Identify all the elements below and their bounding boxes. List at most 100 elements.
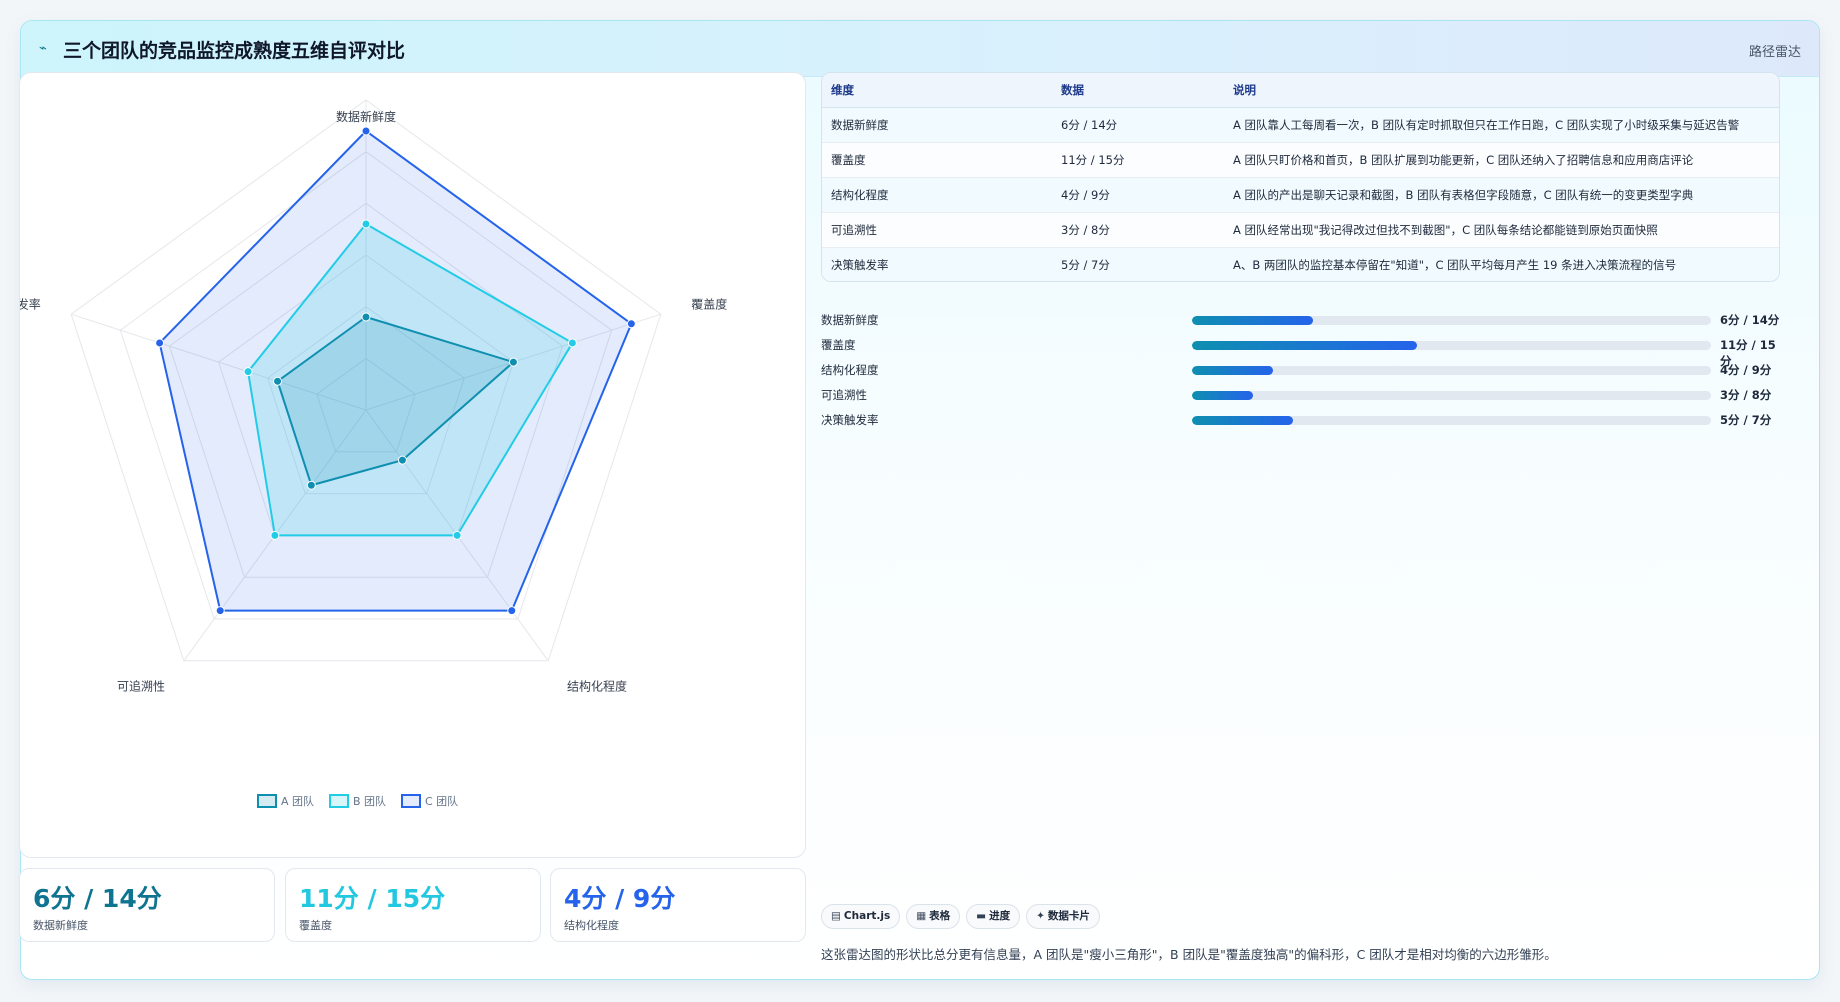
progress-track [1192,366,1711,375]
legend-label: B 团队 [353,794,386,808]
grid-ring [70,99,662,662]
data-point [155,338,165,348]
data-point [507,606,517,616]
trend-line-icon: ⌁ [39,41,47,56]
data-point [397,455,407,465]
table-cell: 数据新鲜度 [822,107,1052,143]
grid-ring [267,306,465,495]
data-point [243,367,253,377]
table-cell: 3分 / 8分 [1052,212,1224,248]
stat-value: 4分 / 9分 [564,884,676,913]
data-point [270,530,280,540]
table-cell: A 团队靠人工每周看一次，B 团队有定时抓取但只在工作日跑，C 团队实现了小时级… [1224,107,1779,143]
tag-chartjs: ▤ Chart.js [821,904,901,929]
table-cell: A 团队的产出是聊天记录和截图，B 团队有表格但字段随意，C 团队有统一的变更类… [1224,177,1779,213]
table-row: 可追溯性 3分 / 8分 A 团队经常出现"我记得改过但找不到截图"，C 团队每… [822,212,1779,248]
tag-progress: ▬ 进度 [966,904,1021,929]
tag-table: ▦ 表格 [906,904,961,929]
header-tag: 路径雷达 [1748,45,1801,60]
progress-label: 决策触发率 [821,413,879,427]
progress-track [1192,341,1711,350]
legend-swatch [329,794,349,808]
progress-row: 结构化程度 4分 / 9分 [821,360,1780,380]
table-cell: 5分 / 7分 [1052,247,1224,281]
series-area [158,130,633,612]
axis-label: 结构化程度 [567,679,627,694]
series-area [247,223,574,537]
data-point [361,126,371,136]
table-cell: A 团队经常出现"我记得改过但找不到截图"，C 团队每条结论都能链到原始页面快照 [1224,212,1779,248]
progress-label: 可追溯性 [821,388,867,402]
legend-swatch [401,794,421,808]
grid-ring [316,357,416,453]
data-point [626,319,636,329]
axis-label: 可追溯性 [117,679,165,694]
grid-ring [168,202,564,578]
table-row: 数据新鲜度 6分 / 14分 A 团队靠人工每周看一次，B 团队有定时抓取但只在… [822,107,1779,143]
tag-label: 表格 [929,910,951,922]
table-cell: 4分 / 9分 [1052,177,1224,213]
progress-fill [1192,366,1273,375]
chart-icon: ▤ [831,910,841,922]
tag-label: Chart.js [843,910,891,922]
data-point [361,312,371,322]
tech-tags: ▤ Chart.js ▦ 表格 ▬ 进度 ✦ 数据卡片 [821,904,1106,930]
table-row: 结构化程度 4分 / 9分 A 团队的产出是聊天记录和截图，B 团队有表格但字段… [822,177,1779,213]
table-cell: 决策触发率 [822,247,1052,281]
grid-spoke [71,313,367,411]
data-point [273,376,283,386]
progress-icon: ▬ [976,910,987,922]
column-header: 说明 [1224,73,1779,108]
table-cell: 结构化程度 [822,177,1052,213]
table-icon: ▦ [916,910,927,922]
table-cell: A 团队只盯价格和首页，B 团队扩展到功能更新，C 团队还纳入了招聘信息和应用商… [1224,142,1779,178]
grid-ring [119,151,613,620]
table-cell: 覆盖度 [822,142,1052,178]
progress-label: 数据新鲜度 [821,313,879,327]
progress-value: 4分 / 9分 [1720,363,1772,377]
progress-label: 覆盖度 [821,338,856,352]
card-header: ⌁ 三个团队的竞品监控成熟度五维自评对比 路径雷达 [21,21,1819,77]
stat-label: 数据新鲜度 [33,919,88,932]
axis-label: 决策触发率 [20,296,41,311]
progress-track [1192,391,1711,400]
table-header-row: 维度 数据 说明 [822,73,1779,108]
progress-fill [1192,316,1314,325]
progress-label: 结构化程度 [821,363,879,377]
data-point [452,530,462,540]
tag-label: 数据卡片 [1047,910,1090,922]
axis-label: 覆盖度 [691,296,727,311]
progress-value: 5分 / 7分 [1720,413,1772,427]
card-icon: ✦ [1036,910,1045,922]
progress-row: 覆盖度 11分 / 15分 [821,335,1780,368]
progress-row: 数据新鲜度 6分 / 14分 [821,310,1780,330]
dimension-table: 维度 数据 说明 数据新鲜度 6分 / 14分 A 团队靠人工每周看一次，B 团… [821,72,1780,282]
data-point [306,480,316,490]
progress-fill [1192,391,1253,400]
footnote: 这张雷达图的形状比总分更有信息量，A 团队是"瘦小三角形"，B 团队是"覆盖度独… [821,947,1557,962]
column-header: 数据 [1052,73,1224,108]
stat-label: 覆盖度 [299,919,332,932]
data-point [508,357,518,367]
legend-label: A 团队 [281,794,314,808]
table-cell: A、B 两团队的监控基本停留在"知道"，C 团队平均每月产生 19 条进入决策流… [1224,247,1779,281]
data-point [567,338,577,348]
progress-track [1192,316,1711,325]
table-cell: 11分 / 15分 [1052,142,1224,178]
progress-value: 11分 / 15分 [1720,338,1776,368]
progress-fill [1192,416,1293,425]
page-title: 三个团队的竞品监控成熟度五维自评对比 [63,40,406,62]
stat-card: 4分 / 9分 结构化程度 [550,868,806,942]
series-area [276,316,515,487]
progress-row: 可追溯性 3分 / 8分 [821,385,1780,405]
legend-swatch [257,794,277,808]
stat-value: 11分 / 15分 [299,884,446,913]
axis-label: 数据新鲜度 [336,109,396,124]
progress-fill [1192,341,1417,350]
stat-card: 6分 / 14分 数据新鲜度 [19,868,275,942]
stat-card: 11分 / 15分 覆盖度 [285,868,541,942]
progress-track [1192,416,1711,425]
data-point [361,219,371,229]
